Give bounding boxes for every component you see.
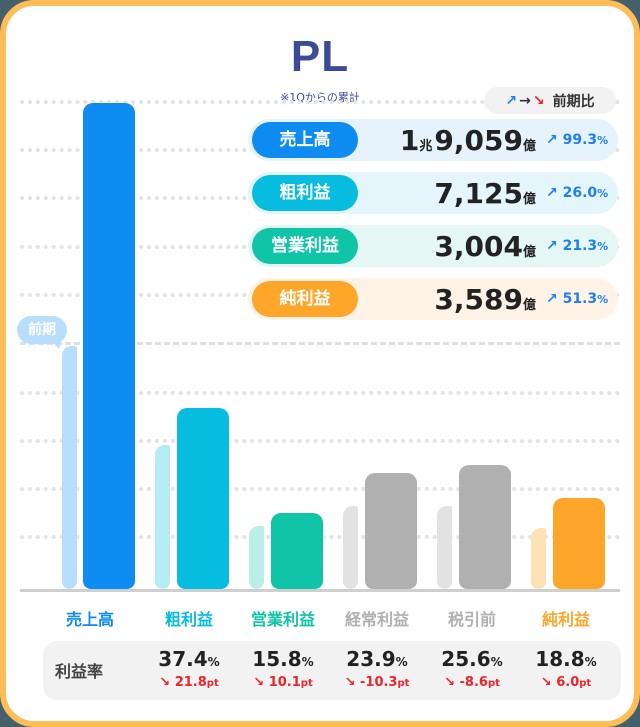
category-label-pretax: 税引前: [447, 610, 496, 629]
card-operating-profit: 営業利益 3,004億 ↗ 21.3%: [248, 225, 618, 267]
card-amount: 3,589億: [434, 282, 536, 316]
margin-pretax: 25.6% ↘ -8.6pt: [441, 647, 503, 690]
bar-previous-4: [437, 506, 452, 589]
margin-ordinary-profit: 23.9% ↘ -10.3pt: [344, 647, 410, 690]
bar-previous-3: [343, 506, 358, 589]
card-sales: 売上高 1兆9,059億 ↗ 99.3%: [248, 119, 618, 161]
profit-margin-row: 利益率 37.4% ↘ 21.8pt 15.8% ↘ 10.1pt 23.9% …: [43, 641, 621, 700]
arrow-down-icon: ↘: [532, 92, 545, 109]
bar-current-1: [177, 408, 229, 589]
gridline: [20, 439, 620, 443]
chart-baseline: [20, 589, 620, 592]
margin-gross-profit: 37.4% ↘ 21.8pt: [158, 647, 220, 690]
card-gross-profit: 粗利益 7,125億 ↗ 26.0%: [248, 172, 618, 214]
category-label-operating-profit: 営業利益: [250, 610, 315, 629]
profit-margin-title: 利益率: [55, 662, 104, 681]
arrow-down-icon: ↘: [444, 675, 455, 690]
arrow-up-icon: ↗: [546, 132, 558, 148]
card-amount: 3,004億: [434, 229, 536, 263]
card-pill: 純利益: [252, 281, 358, 317]
arrow-up-icon: ↗: [546, 238, 558, 254]
arrow-up-icon: ↗: [546, 185, 558, 201]
arrow-down-icon: ↘: [253, 675, 265, 690]
bar-previous-1: [155, 445, 170, 589]
margin-operating-profit: 15.8% ↘ 10.1pt: [252, 647, 314, 690]
arrow-up-icon: ↗: [546, 291, 558, 307]
bar-current-5: [553, 498, 605, 589]
card-yoy: ↗ 99.3%: [546, 132, 609, 148]
arrow-up-icon: ↗: [505, 92, 518, 109]
yoy-legend: ↗ → ↘ 前期比: [484, 87, 616, 114]
legend-label: 前期比: [552, 93, 595, 110]
page-title: PL: [290, 32, 350, 81]
margin-net-profit: 18.8% ↘ 6.0pt: [535, 647, 597, 690]
card-yoy: ↗ 26.0%: [546, 185, 609, 201]
bar-current-3: [365, 473, 417, 589]
card-pill: 営業利益: [252, 228, 358, 264]
gridline: [20, 391, 620, 395]
arrow-down-icon: ↘: [540, 675, 552, 690]
card-pill: 売上高: [252, 122, 358, 158]
card-yoy: ↗ 21.3%: [546, 238, 609, 254]
card-yoy: ↗ 51.3%: [546, 291, 609, 307]
bar-current-0: [83, 103, 135, 589]
bar-previous-2: [249, 526, 264, 589]
bar-current-4: [459, 465, 511, 589]
gridline: [20, 100, 620, 104]
gridline-midline: [20, 342, 620, 345]
bar-previous-5: [531, 528, 546, 589]
arrow-right-icon: →: [519, 92, 531, 109]
bar-current-2: [271, 513, 323, 589]
card-amount: 1兆9,059億: [399, 123, 536, 157]
bar-previous-0: [62, 346, 77, 589]
card-amount: 7,125億: [434, 176, 536, 210]
category-label-net-profit: 純利益: [541, 610, 590, 629]
arrow-down-icon: ↘: [344, 675, 356, 690]
category-label-gross-profit: 粗利益: [164, 610, 213, 629]
previous-period-tag: 前期: [17, 316, 67, 349]
arrow-down-icon: ↘: [159, 675, 171, 690]
card-pill: 粗利益: [252, 175, 358, 211]
gridline: [20, 487, 620, 491]
category-label-ordinary-profit: 経常利益: [344, 610, 409, 629]
category-label-sales: 売上高: [65, 610, 114, 629]
card-net-profit: 純利益 3,589億 ↗ 51.3%: [248, 278, 618, 320]
